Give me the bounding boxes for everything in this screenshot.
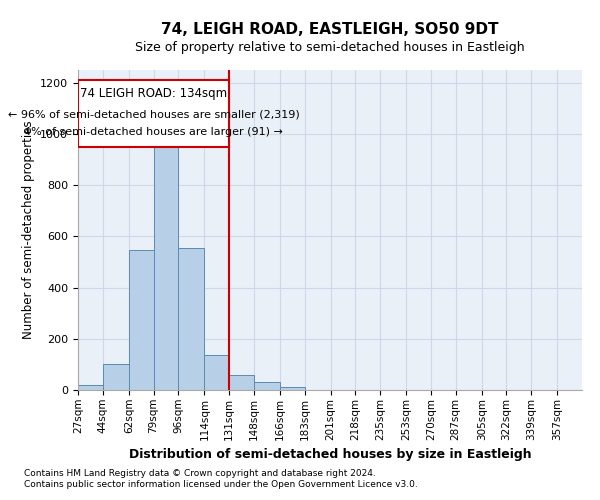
- Text: Size of property relative to semi-detached houses in Eastleigh: Size of property relative to semi-detach…: [135, 41, 525, 54]
- Text: Contains HM Land Registry data © Crown copyright and database right 2024.: Contains HM Land Registry data © Crown c…: [24, 468, 376, 477]
- Text: 74 LEIGH ROAD: 134sqm: 74 LEIGH ROAD: 134sqm: [80, 87, 227, 100]
- Bar: [178, 248, 205, 390]
- Bar: [103, 364, 129, 390]
- X-axis label: Distribution of semi-detached houses by size in Eastleigh: Distribution of semi-detached houses by …: [128, 448, 532, 461]
- Text: ← 96% of semi-detached houses are smaller (2,319): ← 96% of semi-detached houses are smalle…: [8, 110, 299, 120]
- Bar: [154, 140, 178, 390]
- Y-axis label: Number of semi-detached properties: Number of semi-detached properties: [22, 120, 35, 340]
- Bar: [78, 385, 103, 390]
- Text: 74, LEIGH ROAD, EASTLEIGH, SO50 9DT: 74, LEIGH ROAD, EASTLEIGH, SO50 9DT: [161, 22, 499, 38]
- Bar: [205, 356, 229, 390]
- Bar: [280, 388, 305, 390]
- Bar: [229, 374, 254, 390]
- Bar: [129, 250, 154, 390]
- Bar: [254, 382, 280, 390]
- Bar: [78, 80, 229, 147]
- Text: 4% of semi-detached houses are larger (91) →: 4% of semi-detached houses are larger (9…: [24, 127, 283, 137]
- Text: Contains public sector information licensed under the Open Government Licence v3: Contains public sector information licen…: [24, 480, 418, 489]
